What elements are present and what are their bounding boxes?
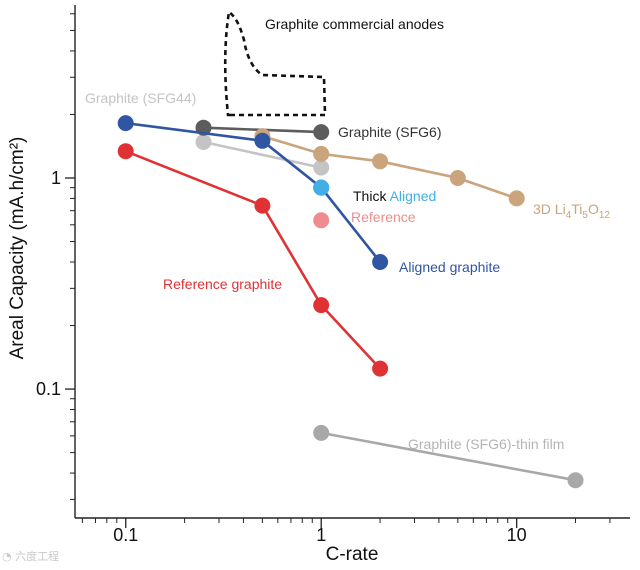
series-line-graphite-sfg44 — [203, 140, 322, 169]
data-point-reference-graphite — [372, 360, 389, 377]
series-reference-graphite — [117, 143, 389, 377]
lto-sub-3: 12 — [599, 210, 611, 221]
x-tick-label: 10 — [507, 525, 527, 545]
annotation-sfg6-thin-film: Graphite (SFG6)-thin film — [408, 436, 564, 452]
annotation-lto: 3D Li4Ti5O12 — [533, 201, 610, 221]
x-major-ticks: 0.1 1 10 — [113, 518, 527, 545]
x-tick-label: 1 — [316, 525, 326, 545]
data-point-reference-graphite — [254, 197, 271, 214]
x-axis-title: C-rate — [326, 544, 379, 565]
annotation-thick-word: Thick — [353, 188, 390, 204]
y-major-ticks: 0.11 — [36, 168, 75, 399]
data-point-graphite-sfg44 — [313, 159, 330, 176]
annotation-reference: Reference — [351, 209, 416, 225]
commercial-anodes-region — [223, 9, 327, 117]
annotation-thick-aligned: Thick Aligned — [353, 188, 436, 204]
data-point-graphite-sfg6 — [313, 124, 330, 141]
series-line-reference-graphite — [125, 149, 382, 370]
lto-sub-2: 5 — [582, 210, 588, 221]
y-tick-label: 1 — [51, 168, 61, 188]
data-point-3d-li4ti5o12 — [372, 153, 389, 170]
y-minor-ticks — [70, 13, 75, 500]
y-axis-title: Areal Capacity (mA.h/cm²) — [7, 137, 28, 360]
data-point-graphite-sfg44 — [195, 134, 212, 150]
data-point-3d-li4ti5o12 — [313, 145, 330, 162]
series-thick-aligned — [313, 179, 330, 196]
watermark-text: 六度工程 — [15, 550, 60, 563]
x-minor-ticks — [81, 518, 611, 523]
data-point-aligned-graphite — [117, 115, 134, 132]
series-layer — [117, 115, 584, 489]
y-tick-label: 0.1 — [36, 379, 61, 399]
series-reference — [313, 212, 330, 229]
x-tick-label: 0.1 — [113, 525, 138, 545]
data-point-aligned-graphite — [372, 254, 389, 270]
data-point-reference-graphite — [313, 297, 330, 314]
lto-part-2: Ti — [571, 201, 582, 217]
data-point-graphite-sfg6-thin-film — [567, 472, 584, 489]
annotation-commercial-anodes: Graphite commercial anodes — [265, 16, 444, 32]
annotation-aligned-word: Aligned — [390, 188, 437, 204]
series-line-aligned-graphite — [125, 121, 382, 263]
annotation-sfg6: Graphite (SFG6) — [338, 124, 441, 140]
lto-sub-1: 4 — [566, 210, 572, 221]
annotation-sfg44: Graphite (SFG44) — [85, 90, 196, 106]
lto-part-3: O — [588, 201, 599, 217]
data-point-reference-graphite — [117, 143, 134, 160]
watermark: ◔ 六度工程 — [2, 550, 60, 563]
data-point-3d-li4ti5o12 — [449, 170, 466, 186]
series-graphite-sfg6-thin-film — [313, 424, 584, 489]
data-point-graphite-sfg6-thin-film — [313, 424, 330, 441]
data-point-reference — [313, 212, 330, 229]
series-graphite-sfg44 — [195, 134, 330, 176]
data-point-3d-li4ti5o12 — [508, 190, 525, 207]
data-point-aligned-graphite — [254, 132, 271, 149]
annotation-reference-graphite: Reference graphite — [163, 276, 282, 292]
annotation-aligned-graphite: Aligned graphite — [399, 259, 500, 275]
lto-part-1: 3D Li — [533, 201, 566, 217]
data-point-thick-aligned — [313, 179, 330, 196]
series-line-graphite-sfg6-thin-film — [320, 431, 576, 482]
